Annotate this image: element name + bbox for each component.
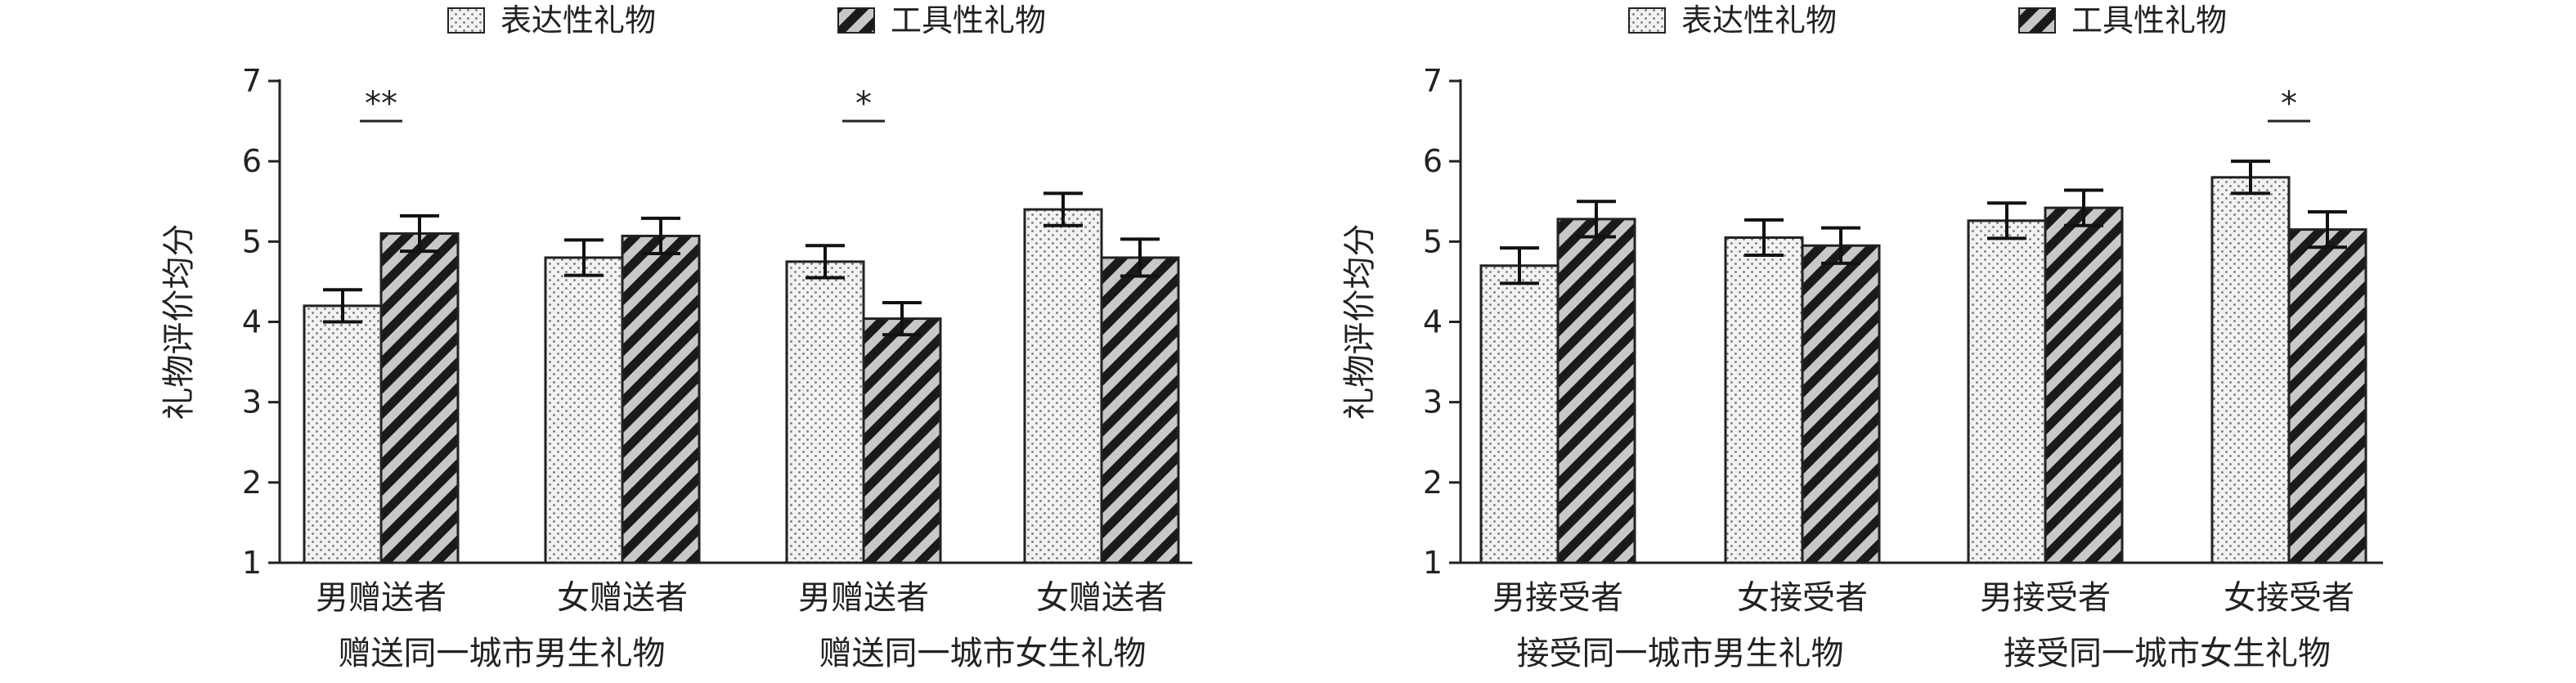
y-tick-label: 3 [1423, 384, 1443, 420]
y-tick-label: 5 [242, 223, 262, 259]
group-label: 接受同一城市男生礼物 [1517, 635, 1844, 672]
bar-expressive [1967, 219, 2047, 564]
y-tick-label: 6 [242, 143, 262, 179]
group-label: 赠送同一城市男生礼物 [339, 635, 666, 672]
category-label: 女赠送者 [1036, 579, 1167, 617]
y-tick-label: 3 [242, 384, 262, 420]
bar-expressive [1023, 208, 1103, 564]
y-tick-label: 4 [242, 304, 262, 340]
bar-instrumental [379, 232, 460, 564]
bar-expressive [303, 304, 383, 564]
legend-swatch-instrumental [2018, 7, 2056, 34]
group-label: 赠送同一城市女生礼物 [819, 635, 1147, 672]
y-tick-label: 2 [242, 465, 262, 501]
legend-label: 表达性礼物 [1681, 2, 1837, 38]
bar-instrumental [862, 317, 942, 564]
legend-label: 工具性礼物 [2071, 2, 2227, 38]
bar-instrumental [2287, 228, 2367, 564]
significance-marker: ** [365, 85, 397, 123]
bar-expressive [1724, 236, 1804, 564]
bar-expressive [544, 256, 624, 564]
legend-label: 工具性礼物 [891, 2, 1046, 38]
y-axis-title: 礼物评价均分 [1341, 224, 1379, 420]
y-tick-label: 1 [1423, 545, 1443, 581]
y-tick-label: 2 [1423, 465, 1443, 501]
y-tick-label: 6 [1423, 143, 1443, 179]
bar-instrumental [1100, 256, 1180, 564]
chart-panel-left: 表达性礼物 工具性礼物 1 2 3 4 5 6 7 礼物评价均分 ** 男赠送者 女赠送者 * 男赠送者 女赠… [160, 2, 1192, 672]
significance-marker: * [855, 85, 872, 123]
bar-expressive [785, 260, 865, 564]
category-label: 男赠送者 [316, 579, 447, 617]
bar-instrumental [621, 234, 701, 564]
group-label: 接受同一城市女生礼物 [2004, 635, 2331, 672]
bar-expressive [1479, 264, 1560, 564]
legend-swatch-instrumental [837, 7, 875, 34]
y-axis-title: 礼物评价均分 [160, 224, 198, 420]
category-label: 男接受者 [1980, 579, 2111, 617]
bar-instrumental [1801, 244, 1881, 564]
category-label: 男赠送者 [798, 579, 929, 617]
legend-swatch-expressive [447, 7, 485, 34]
legend-label: 表达性礼物 [500, 2, 656, 38]
category-label: 男接受者 [1492, 579, 1623, 617]
category-label: 女接受者 [2224, 579, 2354, 617]
legend-swatch-expressive [1628, 7, 1666, 34]
category-label: 女接受者 [1737, 579, 1868, 617]
bar-instrumental [1556, 218, 1636, 564]
y-tick-label: 4 [1423, 304, 1443, 340]
category-label: 女赠送者 [557, 579, 688, 617]
bar-instrumental [2044, 206, 2124, 564]
y-tick-label: 7 [242, 63, 262, 99]
y-tick-label: 7 [1423, 63, 1443, 99]
bar-expressive [2210, 176, 2291, 564]
y-tick-label: 5 [1423, 223, 1443, 259]
y-tick-label: 1 [242, 545, 262, 581]
significance-marker: * [2281, 85, 2297, 123]
